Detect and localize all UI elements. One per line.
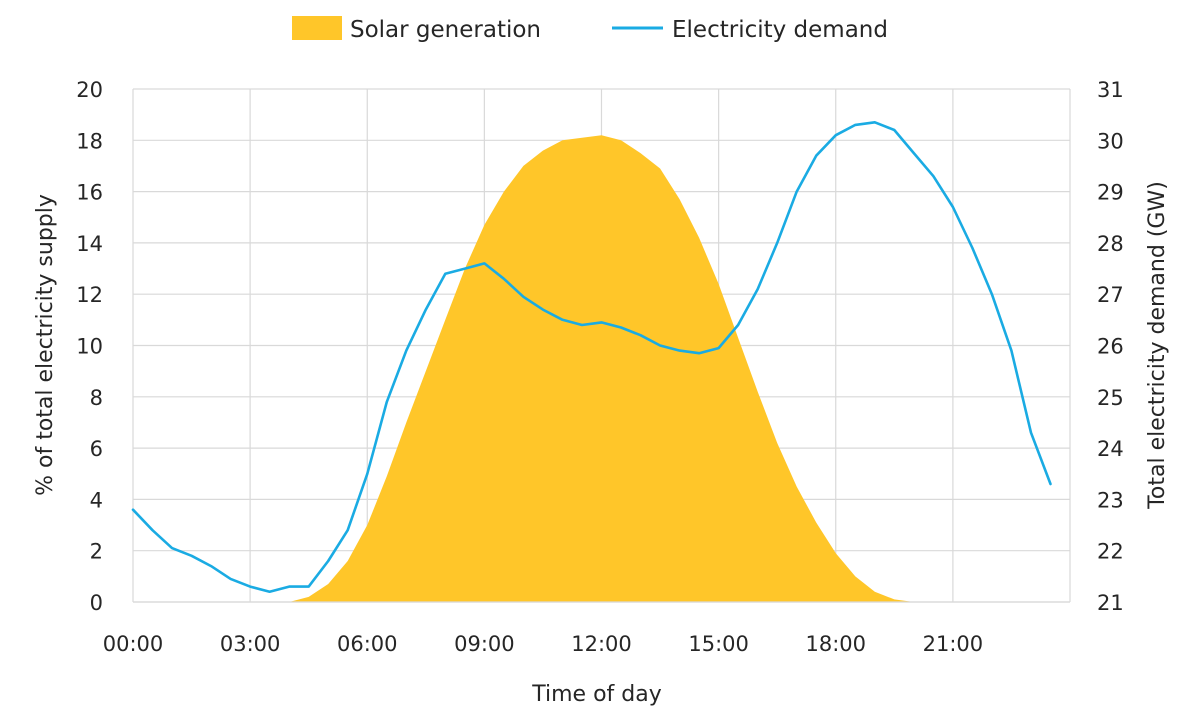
- solar-generation-area: [289, 135, 914, 602]
- left-axis-title: % of total electricity supply: [33, 194, 58, 496]
- right-tick-label: 31: [1097, 78, 1124, 102]
- right-tick-label: 28: [1097, 232, 1124, 256]
- left-axis-ticks: 0 2 4 6 8 10 12 14 16 18 20: [76, 78, 103, 615]
- plot-area: [131, 121, 1070, 603]
- right-tick-label: 24: [1097, 437, 1124, 461]
- left-tick-label: 6: [90, 437, 103, 461]
- legend-swatch-solar: [292, 16, 342, 40]
- right-axis-title: Total electricity demand (GW): [1145, 181, 1170, 510]
- left-tick-label: 10: [76, 335, 103, 359]
- right-axis-ticks: 21 22 23 24 25 26 27 28 29 30 31: [1097, 78, 1124, 615]
- right-tick-label: 25: [1097, 386, 1124, 410]
- right-tick-label: 22: [1097, 540, 1124, 564]
- left-tick-label: 12: [76, 283, 103, 307]
- right-tick-label: 30: [1097, 129, 1124, 153]
- legend-label-solar: Solar generation: [350, 17, 541, 43]
- x-axis-ticks: 00:00 03:00 06:00 09:00 12:00 15:00 18:00 21:00: [103, 632, 983, 656]
- right-tick-label: 27: [1097, 283, 1124, 307]
- left-tick-label: 14: [76, 232, 103, 256]
- x-tick-label: 06:00: [337, 632, 398, 656]
- right-tick-label: 21: [1097, 591, 1124, 615]
- left-tick-label: 18: [76, 129, 103, 153]
- left-tick-label: 4: [90, 488, 103, 512]
- left-tick-label: 8: [90, 386, 103, 410]
- left-tick-label: 2: [90, 540, 103, 564]
- x-tick-label: 03:00: [220, 632, 281, 656]
- x-tick-label: 21:00: [923, 632, 984, 656]
- legend: Solar generation Electricity demand: [292, 16, 888, 43]
- x-tick-label: 00:00: [103, 632, 164, 656]
- left-tick-label: 16: [76, 181, 103, 205]
- right-tick-label: 29: [1097, 181, 1124, 205]
- x-tick-label: 18:00: [805, 632, 866, 656]
- right-tick-label: 26: [1097, 335, 1124, 359]
- legend-label-demand: Electricity demand: [672, 17, 888, 43]
- x-tick-label: 12:00: [571, 632, 632, 656]
- x-tick-label: 15:00: [688, 632, 749, 656]
- left-tick-label: 20: [76, 78, 103, 102]
- electricity-demand-line: [131, 121, 1052, 594]
- x-tick-label: 09:00: [454, 632, 515, 656]
- x-axis-title: Time of day: [531, 682, 662, 707]
- left-tick-label: 0: [90, 591, 103, 615]
- right-tick-label: 23: [1097, 488, 1124, 512]
